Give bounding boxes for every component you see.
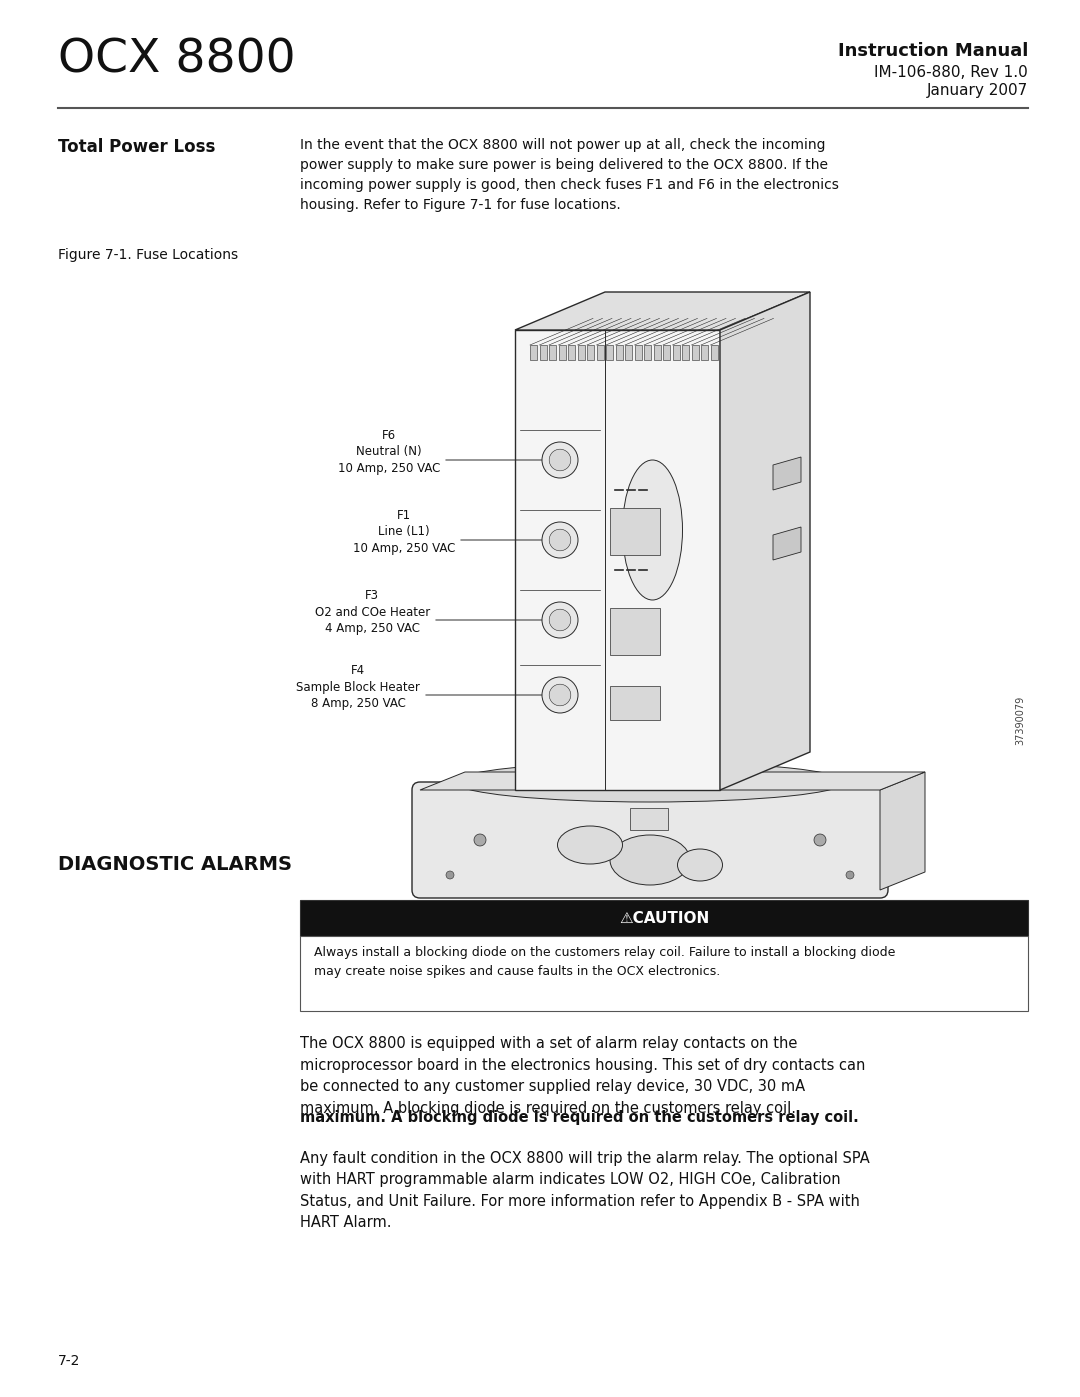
Bar [578, 345, 584, 360]
Text: 7-2: 7-2 [58, 1354, 80, 1368]
Ellipse shape [550, 685, 571, 705]
Ellipse shape [474, 834, 486, 847]
Bar [610, 686, 660, 719]
Ellipse shape [622, 460, 683, 599]
Ellipse shape [455, 761, 846, 802]
Bar [653, 345, 661, 360]
Bar [663, 345, 670, 360]
FancyBboxPatch shape [411, 782, 888, 898]
Text: Always install a blocking diode on the customers relay coil. Failure to install : Always install a blocking diode on the c… [314, 946, 895, 978]
Polygon shape [515, 330, 720, 789]
Bar [616, 345, 622, 360]
Text: Total Power Loss: Total Power Loss [58, 138, 215, 156]
Bar [606, 345, 613, 360]
Polygon shape [773, 457, 801, 490]
Text: maximum. A blocking diode is required on the customers relay coil.: maximum. A blocking diode is required on… [300, 1111, 859, 1125]
Bar [644, 345, 651, 360]
Text: 37390079: 37390079 [1015, 696, 1025, 745]
Text: The OCX 8800 is equipped with a set of alarm relay contacts on the
microprocesso: The OCX 8800 is equipped with a set of a… [300, 1037, 865, 1116]
Bar [558, 345, 566, 360]
Bar [568, 345, 575, 360]
Ellipse shape [610, 835, 690, 886]
Ellipse shape [814, 834, 826, 847]
Text: ⚠CAUTION: ⚠CAUTION [619, 911, 710, 925]
Polygon shape [773, 527, 801, 560]
Ellipse shape [557, 826, 622, 863]
Ellipse shape [542, 522, 578, 557]
Bar [711, 345, 717, 360]
Bar [681, 345, 689, 360]
Text: DIAGNOSTIC ALARMS: DIAGNOSTIC ALARMS [58, 855, 292, 875]
Polygon shape [880, 773, 924, 890]
Text: F3
O2 and COe Heater
4 Amp, 250 VAC: F3 O2 and COe Heater 4 Amp, 250 VAC [314, 590, 430, 636]
Bar [549, 345, 556, 360]
Polygon shape [720, 292, 810, 789]
Bar [625, 345, 632, 360]
Bar [610, 608, 660, 655]
Text: Figure 7-1. Fuse Locations: Figure 7-1. Fuse Locations [58, 249, 238, 263]
Ellipse shape [542, 678, 578, 712]
Ellipse shape [846, 870, 854, 879]
Ellipse shape [542, 441, 578, 478]
Text: OCX 8800: OCX 8800 [58, 38, 296, 82]
Text: Instruction Manual: Instruction Manual [838, 42, 1028, 60]
Ellipse shape [550, 609, 571, 631]
Text: In the event that the OCX 8800 will not power up at all, check the incoming
powe: In the event that the OCX 8800 will not … [300, 138, 839, 212]
Text: IM-106-880, Rev 1.0: IM-106-880, Rev 1.0 [874, 66, 1028, 80]
Ellipse shape [550, 450, 571, 471]
Bar [673, 345, 679, 360]
Bar [588, 345, 594, 360]
Bar [300, 900, 1028, 936]
Text: F6
Neutral (N)
10 Amp, 250 VAC: F6 Neutral (N) 10 Amp, 250 VAC [338, 429, 440, 475]
Bar [635, 345, 642, 360]
Text: F1
Line (L1)
10 Amp, 250 VAC: F1 Line (L1) 10 Amp, 250 VAC [353, 509, 455, 555]
Text: F4
Sample Block Heater
8 Amp, 250 VAC: F4 Sample Block Heater 8 Amp, 250 VAC [296, 664, 420, 710]
Polygon shape [420, 773, 924, 789]
Bar [691, 345, 699, 360]
Bar [596, 345, 604, 360]
Bar [610, 509, 660, 555]
Bar [300, 936, 1028, 1011]
Polygon shape [515, 292, 810, 330]
Bar [530, 345, 537, 360]
Bar [701, 345, 708, 360]
Ellipse shape [677, 849, 723, 882]
Ellipse shape [550, 529, 571, 550]
Ellipse shape [446, 870, 454, 879]
Bar [540, 345, 546, 360]
Ellipse shape [542, 602, 578, 638]
Bar [630, 807, 669, 830]
Text: January 2007: January 2007 [927, 82, 1028, 98]
Text: Any fault condition in the OCX 8800 will trip the alarm relay. The optional SPA
: Any fault condition in the OCX 8800 will… [300, 1151, 869, 1231]
